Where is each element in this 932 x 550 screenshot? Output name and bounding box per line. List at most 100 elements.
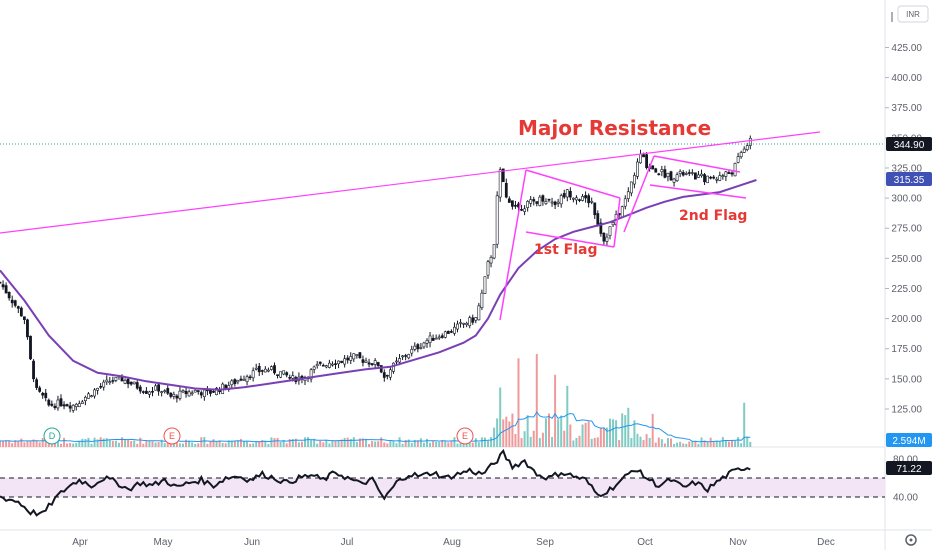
volume-bar <box>371 440 374 447</box>
price-axis[interactable]: 125.00 150.00 175.00 200.00 225.00 250.00 275.… <box>885 43 922 416</box>
volume-bar <box>453 437 456 447</box>
candle-body <box>202 389 206 397</box>
volume-bar <box>130 441 133 447</box>
candle-body <box>93 389 96 397</box>
volume-bar <box>78 441 81 447</box>
volume-bar <box>334 441 337 447</box>
candle-body <box>102 381 106 388</box>
volume-bar <box>618 439 621 447</box>
volume-bar <box>236 441 239 447</box>
y-tick-label: 125.00 <box>891 404 922 415</box>
candle-body <box>657 173 661 176</box>
volume-bar <box>246 441 249 447</box>
volume-bar <box>221 442 224 447</box>
candle-body <box>251 370 255 379</box>
volume-bar <box>111 440 114 447</box>
earnings-marker-2[interactable]: E <box>456 427 474 445</box>
candle-body <box>209 389 212 394</box>
candle-body <box>32 360 35 380</box>
candle-body <box>544 201 548 204</box>
candle-body <box>431 338 435 341</box>
volume-bar <box>685 443 688 447</box>
candle-body <box>407 354 411 359</box>
candle-body <box>706 175 710 184</box>
volume-bar <box>206 443 209 447</box>
candle-body <box>288 377 292 379</box>
volume-bar <box>349 439 352 447</box>
volume-bar <box>148 440 151 447</box>
volume-bar <box>185 439 188 447</box>
candle-body <box>562 193 566 198</box>
volume-bar <box>188 440 191 447</box>
candle-body <box>68 405 72 409</box>
candle-body <box>507 198 511 203</box>
flag1-upper <box>525 169 621 199</box>
volume-bar <box>307 437 310 447</box>
candle-body <box>22 316 26 320</box>
rsi-axis[interactable]: 40.00 80.00 <box>893 455 918 504</box>
candle-body <box>535 201 539 204</box>
candle-body <box>16 306 20 309</box>
last-price-tag: 344.90 <box>886 137 932 151</box>
volume-bar <box>633 420 636 447</box>
y-tick-label: 400.00 <box>891 73 922 84</box>
volume-bar <box>319 440 322 447</box>
volume-bar <box>191 442 194 447</box>
volume-bar <box>72 443 75 447</box>
candle-body <box>318 361 322 364</box>
volume-bar <box>666 438 669 447</box>
y-tick-label: 225.00 <box>891 284 922 295</box>
candle-body <box>553 201 557 206</box>
volume-bar <box>511 413 514 447</box>
currency-badge[interactable]: INR <box>897 5 929 23</box>
volume-bar <box>66 443 69 447</box>
volume-bar <box>44 439 47 447</box>
candle-body <box>1 284 5 288</box>
candle-body <box>90 395 93 398</box>
volume-bar <box>47 442 50 447</box>
volume-bar <box>26 441 29 447</box>
volume-bar <box>99 437 102 447</box>
x-tick-label: Sep <box>536 537 554 548</box>
candle-body <box>514 205 517 207</box>
volume-bar <box>697 443 700 447</box>
candle-body <box>718 175 722 181</box>
candle-body <box>733 163 737 177</box>
time-axis[interactable]: Apr May Jun Jul Aug Sep Oct Nov Dec <box>72 537 835 548</box>
volume-bar <box>572 440 575 447</box>
candle-body <box>135 382 139 389</box>
candle-body <box>428 335 432 343</box>
candle-body <box>697 174 700 178</box>
candle-body <box>483 276 487 294</box>
volume-bar <box>740 443 743 447</box>
volume-bar <box>38 442 41 447</box>
volume-bar <box>258 441 261 447</box>
volume-bar <box>154 442 157 447</box>
volume-bar <box>270 437 273 447</box>
volume-ma-line <box>0 411 751 443</box>
volume-bar <box>422 442 425 447</box>
candle-body <box>520 209 523 211</box>
earnings-marker-1[interactable]: E <box>163 427 181 445</box>
volume-bar <box>0 440 1 447</box>
settings-icon[interactable] <box>905 534 917 546</box>
x-tick-label: Jul <box>341 537 354 548</box>
volume-bar <box>575 437 578 447</box>
volume-bar <box>69 442 72 447</box>
volume-bar <box>560 415 563 447</box>
candle-body <box>62 404 66 407</box>
volume-bar <box>459 441 462 447</box>
candle-body <box>172 393 176 397</box>
volume-bar <box>645 434 648 447</box>
volume-bar <box>288 439 291 447</box>
candle-body <box>715 178 719 181</box>
volume-bar <box>480 437 483 447</box>
candle-body <box>660 169 664 173</box>
flag1-right <box>613 197 621 248</box>
dividend-marker[interactable]: D <box>43 427 61 445</box>
candle-body <box>138 386 142 392</box>
candle-body <box>440 335 444 338</box>
volume-bar <box>233 440 236 447</box>
